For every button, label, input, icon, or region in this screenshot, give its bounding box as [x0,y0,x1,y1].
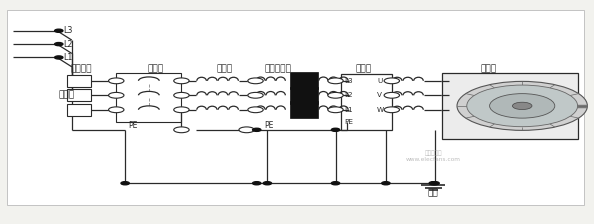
Text: L1: L1 [344,107,352,113]
Text: U: U [377,78,383,84]
Text: 接触器: 接触器 [148,64,164,73]
Circle shape [248,78,263,84]
Circle shape [109,93,124,98]
Text: V: V [377,92,382,98]
Text: 电子发烧友
www.elecfans.com: 电子发烧友 www.elecfans.com [406,151,461,162]
Circle shape [384,107,400,113]
Text: PE: PE [128,121,137,130]
Circle shape [252,128,261,131]
Text: 隔离开关: 隔离开关 [71,64,92,73]
Text: PE: PE [264,121,274,130]
Bar [290,87,318,104]
Circle shape [248,107,263,113]
Circle shape [109,78,124,84]
Text: 进线电抗器: 进线电抗器 [264,64,291,73]
Circle shape [263,182,271,185]
Text: 变频器: 变频器 [355,64,371,73]
Circle shape [173,107,189,113]
Text: 滤波器: 滤波器 [217,64,233,73]
Circle shape [384,78,400,84]
Circle shape [173,127,189,133]
Bar [67,104,91,116]
Circle shape [252,182,261,185]
Circle shape [331,128,340,131]
Circle shape [328,107,343,113]
Text: L2: L2 [63,40,72,49]
Bar [290,72,318,89]
Circle shape [382,182,390,185]
Circle shape [457,81,587,130]
Circle shape [429,182,437,185]
Circle shape [173,93,189,98]
Text: 接地: 接地 [428,189,439,198]
Circle shape [384,93,400,98]
Circle shape [55,43,63,46]
Bar [67,89,91,101]
Circle shape [239,127,254,133]
Circle shape [489,94,555,118]
Circle shape [173,78,189,84]
Bar [67,75,91,87]
Text: L2: L2 [344,92,352,98]
Circle shape [328,93,343,98]
Circle shape [109,107,124,113]
Circle shape [248,93,263,98]
Text: 电动机: 电动机 [481,64,497,73]
Text: 熔断器: 熔断器 [59,91,75,100]
Text: L1: L1 [63,53,72,62]
Circle shape [328,78,343,84]
Circle shape [55,56,63,59]
Bar [342,74,392,130]
Circle shape [121,182,129,185]
Bar [290,101,318,118]
Bar [116,73,181,122]
Circle shape [513,102,532,110]
Bar [442,73,579,139]
Bar [7,10,584,205]
Circle shape [431,182,439,185]
Text: PE: PE [344,119,353,125]
Circle shape [331,182,340,185]
Text: W: W [377,107,384,113]
Text: L3: L3 [63,26,72,35]
Circle shape [55,29,63,32]
Circle shape [467,85,577,127]
Text: L3: L3 [344,78,352,84]
